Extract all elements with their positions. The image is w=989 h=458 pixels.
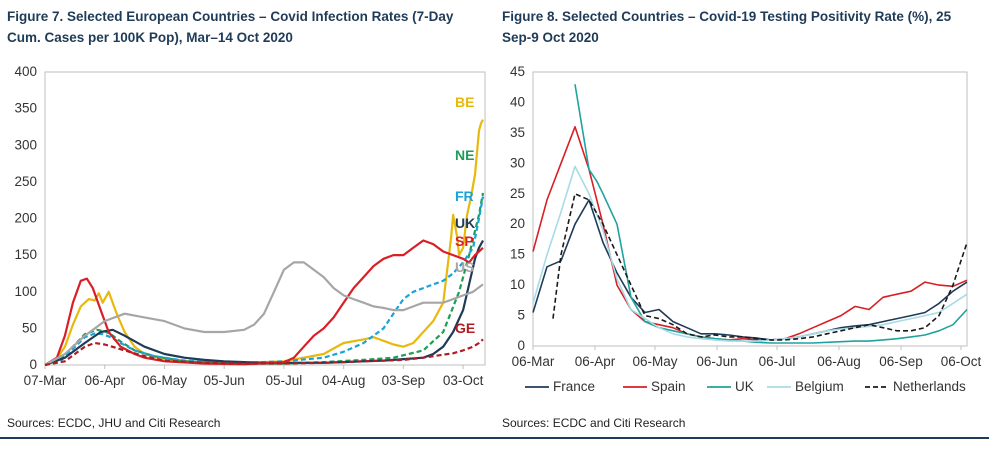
figure7-title: Figure 7. Selected European Countries – … (7, 9, 454, 45)
legend-label-france: France (553, 379, 595, 394)
y-tick-label: 25 (510, 186, 525, 201)
figure7-chart-svg: 0 50 100 150 200 250 300 350 400 07-Mar 06-Apr 06-M… (14, 64, 486, 388)
y-tick-label: 100 (14, 284, 37, 299)
series-label-us: US (455, 259, 474, 275)
y-tick-label: 10 (510, 277, 525, 292)
x-tick-label: 06-May (632, 354, 677, 369)
legend-label-belgium: Belgium (795, 379, 844, 394)
bottom-rule (0, 437, 989, 439)
series-line-belgium (532, 165, 968, 342)
x-tick-label: 06-Apr (575, 354, 616, 369)
x-tick-label: 05-Jun (204, 373, 245, 388)
y-tick-label: 0 (29, 357, 37, 372)
x-tick-label: 03-Oct (443, 373, 484, 388)
x-tick-label: 06-Mar (512, 354, 555, 369)
series-label-fr: FR (455, 188, 474, 204)
x-tick-label: 06-May (142, 373, 187, 388)
y-tick-label: 50 (22, 320, 37, 335)
plot-area (44, 71, 486, 366)
series-label-ne: NE (455, 147, 474, 163)
y-tick-label: 30 (510, 155, 525, 170)
y-tick-label: 300 (14, 137, 37, 152)
x-tick-label: 06-Aug (817, 354, 861, 369)
y-tick-label: 20 (510, 216, 525, 231)
y-tick-label: 0 (517, 338, 525, 353)
plot-area (532, 71, 968, 347)
y-tick-label: 45 (510, 64, 525, 79)
y-tick-label: 200 (14, 211, 37, 226)
x-tick-label: 03-Sep (382, 373, 426, 388)
series-line-be (44, 119, 484, 367)
x-tick-label: 06-Sep (879, 354, 923, 369)
x-tick-label: 05-Jul (266, 373, 303, 388)
series-line-uk (574, 84, 968, 344)
x-tick-label: 06-Oct (941, 354, 982, 369)
y-tick-label: 250 (14, 174, 37, 189)
series-line-uk (44, 239, 484, 367)
y-tick-label: 35 (510, 125, 525, 140)
x-tick-label: 07-Mar (24, 373, 67, 388)
legend-label-netherlands: Netherlands (893, 379, 966, 394)
series-label-ge: GE (455, 320, 475, 336)
series-line-sp (44, 239, 484, 366)
series-label-sp: SP (455, 233, 474, 249)
series-label-uk: UK (455, 215, 475, 231)
x-tick-label: 06-Apr (84, 373, 125, 388)
series-line-france (532, 199, 968, 341)
figure8-chart: 0 5 10 15 20 25 30 35 40 45 06-Mar 06-Apr 06-May 06-J… (495, 60, 989, 410)
legend-label-uk: UK (735, 379, 754, 394)
figure8-title: Figure 8. Selected Countries – Covid-19 … (502, 9, 952, 45)
figure8-chart-svg: 0 5 10 15 20 25 30 35 40 45 06-Mar 06-Apr 06-May 06-J… (510, 64, 982, 394)
series-line-netherlands (552, 193, 968, 341)
y-tick-label: 150 (14, 247, 37, 262)
figure7-chart: 0 50 100 150 200 250 300 350 400 07-Mar 06-Apr 06-M… (0, 60, 490, 410)
y-tick-label: 15 (510, 247, 525, 262)
legend-label-spain: Spain (651, 379, 686, 394)
x-tick-label: 06-Jun (696, 354, 737, 369)
series-line-us (44, 261, 484, 366)
figure7-source: Sources: ECDC, JHU and Citi Research (7, 416, 221, 430)
series-line-spain (532, 126, 968, 341)
y-tick-label: 400 (14, 64, 37, 79)
y-tick-label: 40 (510, 94, 525, 109)
series-line-ge (44, 338, 484, 367)
series-label-be: BE (455, 94, 474, 110)
figure8-source: Sources: ECDC and Citi Research (502, 416, 686, 430)
x-tick-label: 04-Aug (322, 373, 366, 388)
y-tick-label: 5 (517, 308, 525, 323)
y-tick-label: 350 (14, 101, 37, 116)
x-tick-label: 06-Jul (759, 354, 796, 369)
